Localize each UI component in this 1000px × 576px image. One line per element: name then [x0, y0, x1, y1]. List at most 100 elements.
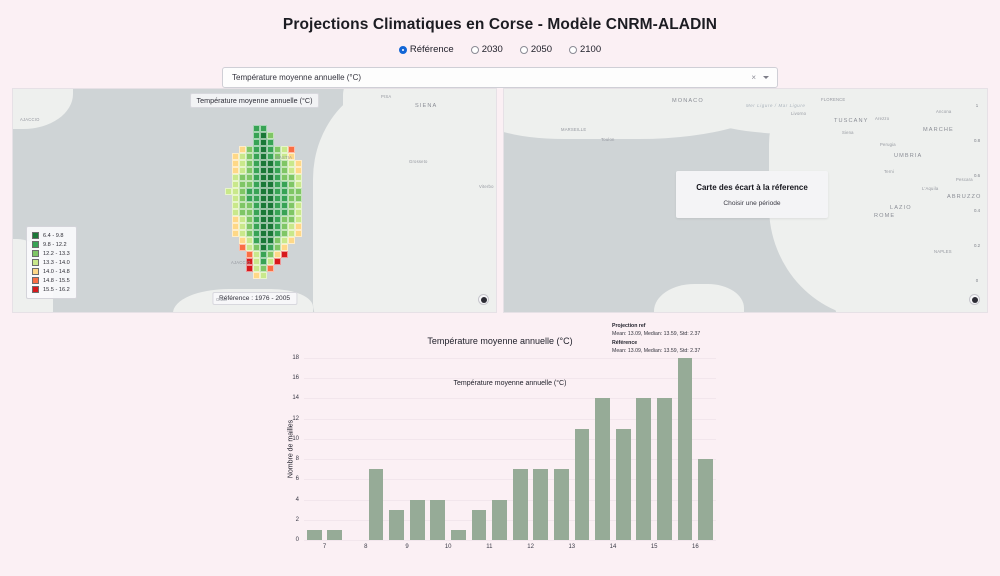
grid-cell[interactable]: [253, 188, 260, 195]
grid-cell[interactable]: [274, 223, 281, 230]
grid-cell[interactable]: [288, 230, 295, 237]
grid-cell[interactable]: [281, 195, 288, 202]
bar-slot[interactable]: [448, 358, 469, 540]
grid-cell[interactable]: [281, 244, 288, 251]
grid-cell[interactable]: [267, 146, 274, 153]
grid-cell[interactable]: [253, 244, 260, 251]
grid-cell[interactable]: [239, 153, 246, 160]
grid-cell[interactable]: [267, 209, 274, 216]
grid-cell[interactable]: [288, 195, 295, 202]
histogram-bar[interactable]: [430, 499, 446, 540]
bar-slot[interactable]: [469, 358, 490, 540]
grid-cell[interactable]: [253, 209, 260, 216]
grid-cell[interactable]: [267, 195, 274, 202]
histogram-bar[interactable]: [512, 469, 528, 540]
grid-cell[interactable]: [246, 174, 253, 181]
grid-cell[interactable]: [253, 202, 260, 209]
histogram-bar[interactable]: [698, 459, 713, 540]
grid-cell[interactable]: [246, 146, 253, 153]
grid-cell[interactable]: [274, 188, 281, 195]
grid-cell[interactable]: [246, 244, 253, 251]
grid-cell[interactable]: [239, 237, 246, 244]
grid-cell[interactable]: [267, 258, 274, 265]
grid-cell[interactable]: [253, 146, 260, 153]
histogram-bar[interactable]: [615, 428, 631, 540]
grid-cell[interactable]: [239, 195, 246, 202]
bar-slot[interactable]: [572, 358, 593, 540]
grid-cell[interactable]: [239, 223, 246, 230]
grid-cell[interactable]: [246, 216, 253, 223]
grid-cell[interactable]: [267, 174, 274, 181]
grid-cell[interactable]: [253, 160, 260, 167]
grid-cell[interactable]: [239, 160, 246, 167]
grid-cell[interactable]: [281, 209, 288, 216]
grid-cell[interactable]: [260, 167, 267, 174]
grid-cell[interactable]: [232, 223, 239, 230]
grid-cell[interactable]: [260, 209, 267, 216]
grid-cell[interactable]: [288, 202, 295, 209]
grid-cell[interactable]: [260, 188, 267, 195]
histogram-bar[interactable]: [595, 398, 611, 540]
grid-cell[interactable]: [267, 251, 274, 258]
grid-cell[interactable]: [267, 188, 274, 195]
grid-cell[interactable]: [267, 265, 274, 272]
reference-map[interactable]: Température moyenne annuelle (°C) 6.4 - …: [12, 88, 497, 313]
grid-cell[interactable]: [295, 188, 302, 195]
grid-cell[interactable]: [253, 195, 260, 202]
grid-cell[interactable]: [267, 132, 274, 139]
grid-cell[interactable]: [232, 160, 239, 167]
grid-cell[interactable]: [253, 216, 260, 223]
histogram-bar[interactable]: [554, 469, 569, 540]
bar-slot[interactable]: [675, 358, 696, 540]
grid-cell[interactable]: [288, 223, 295, 230]
grid-cell[interactable]: [260, 202, 267, 209]
grid-cell[interactable]: [246, 209, 253, 216]
grid-cell[interactable]: [274, 258, 281, 265]
histogram-bar[interactable]: [368, 469, 384, 540]
grid-cell[interactable]: [239, 216, 246, 223]
grid-cell[interactable]: [274, 251, 281, 258]
grid-cell[interactable]: [260, 153, 267, 160]
chevron-down-icon[interactable]: [763, 76, 769, 79]
grid-cell[interactable]: [239, 230, 246, 237]
histogram-bar[interactable]: [389, 509, 405, 540]
grid-cell[interactable]: [295, 160, 302, 167]
histogram-bar[interactable]: [677, 358, 693, 540]
grid-cell[interactable]: [260, 132, 267, 139]
period-radio-2050[interactable]: 2050: [519, 44, 552, 55]
grid-cell[interactable]: [274, 181, 281, 188]
grid-cell[interactable]: [253, 251, 260, 258]
grid-cell[interactable]: [253, 174, 260, 181]
grid-cell[interactable]: [239, 174, 246, 181]
grid-cell[interactable]: [281, 146, 288, 153]
grid-cell[interactable]: [288, 167, 295, 174]
grid-cell[interactable]: [260, 125, 267, 132]
histogram-bar[interactable]: [471, 509, 487, 540]
grid-cell[interactable]: [288, 237, 295, 244]
grid-cell[interactable]: [260, 237, 267, 244]
grid-cell[interactable]: [232, 188, 239, 195]
grid-cell[interactable]: [260, 216, 267, 223]
bar-slot[interactable]: [695, 358, 716, 540]
clear-icon[interactable]: ×: [751, 73, 756, 82]
anomaly-overlay-card[interactable]: Carte des écart à la réference Choisir u…: [676, 171, 828, 218]
bar-slot[interactable]: [489, 358, 510, 540]
grid-cell[interactable]: [288, 153, 295, 160]
grid-cell[interactable]: [253, 258, 260, 265]
grid-cell[interactable]: [260, 265, 267, 272]
grid-cell[interactable]: [281, 167, 288, 174]
histogram-bar[interactable]: [327, 529, 343, 540]
grid-cell[interactable]: [288, 160, 295, 167]
grid-cell[interactable]: [246, 188, 253, 195]
bar-slot[interactable]: [407, 358, 428, 540]
grid-cell[interactable]: [267, 244, 274, 251]
grid-cell[interactable]: [253, 223, 260, 230]
grid-cell[interactable]: [260, 160, 267, 167]
grid-cell[interactable]: [232, 230, 239, 237]
grid-cell[interactable]: [232, 202, 239, 209]
grid-cell[interactable]: [260, 251, 267, 258]
histogram-bar[interactable]: [492, 499, 508, 540]
grid-cell[interactable]: [260, 244, 267, 251]
info-icon[interactable]: [478, 294, 489, 305]
period-radio-rfrence[interactable]: Référence: [398, 44, 454, 55]
